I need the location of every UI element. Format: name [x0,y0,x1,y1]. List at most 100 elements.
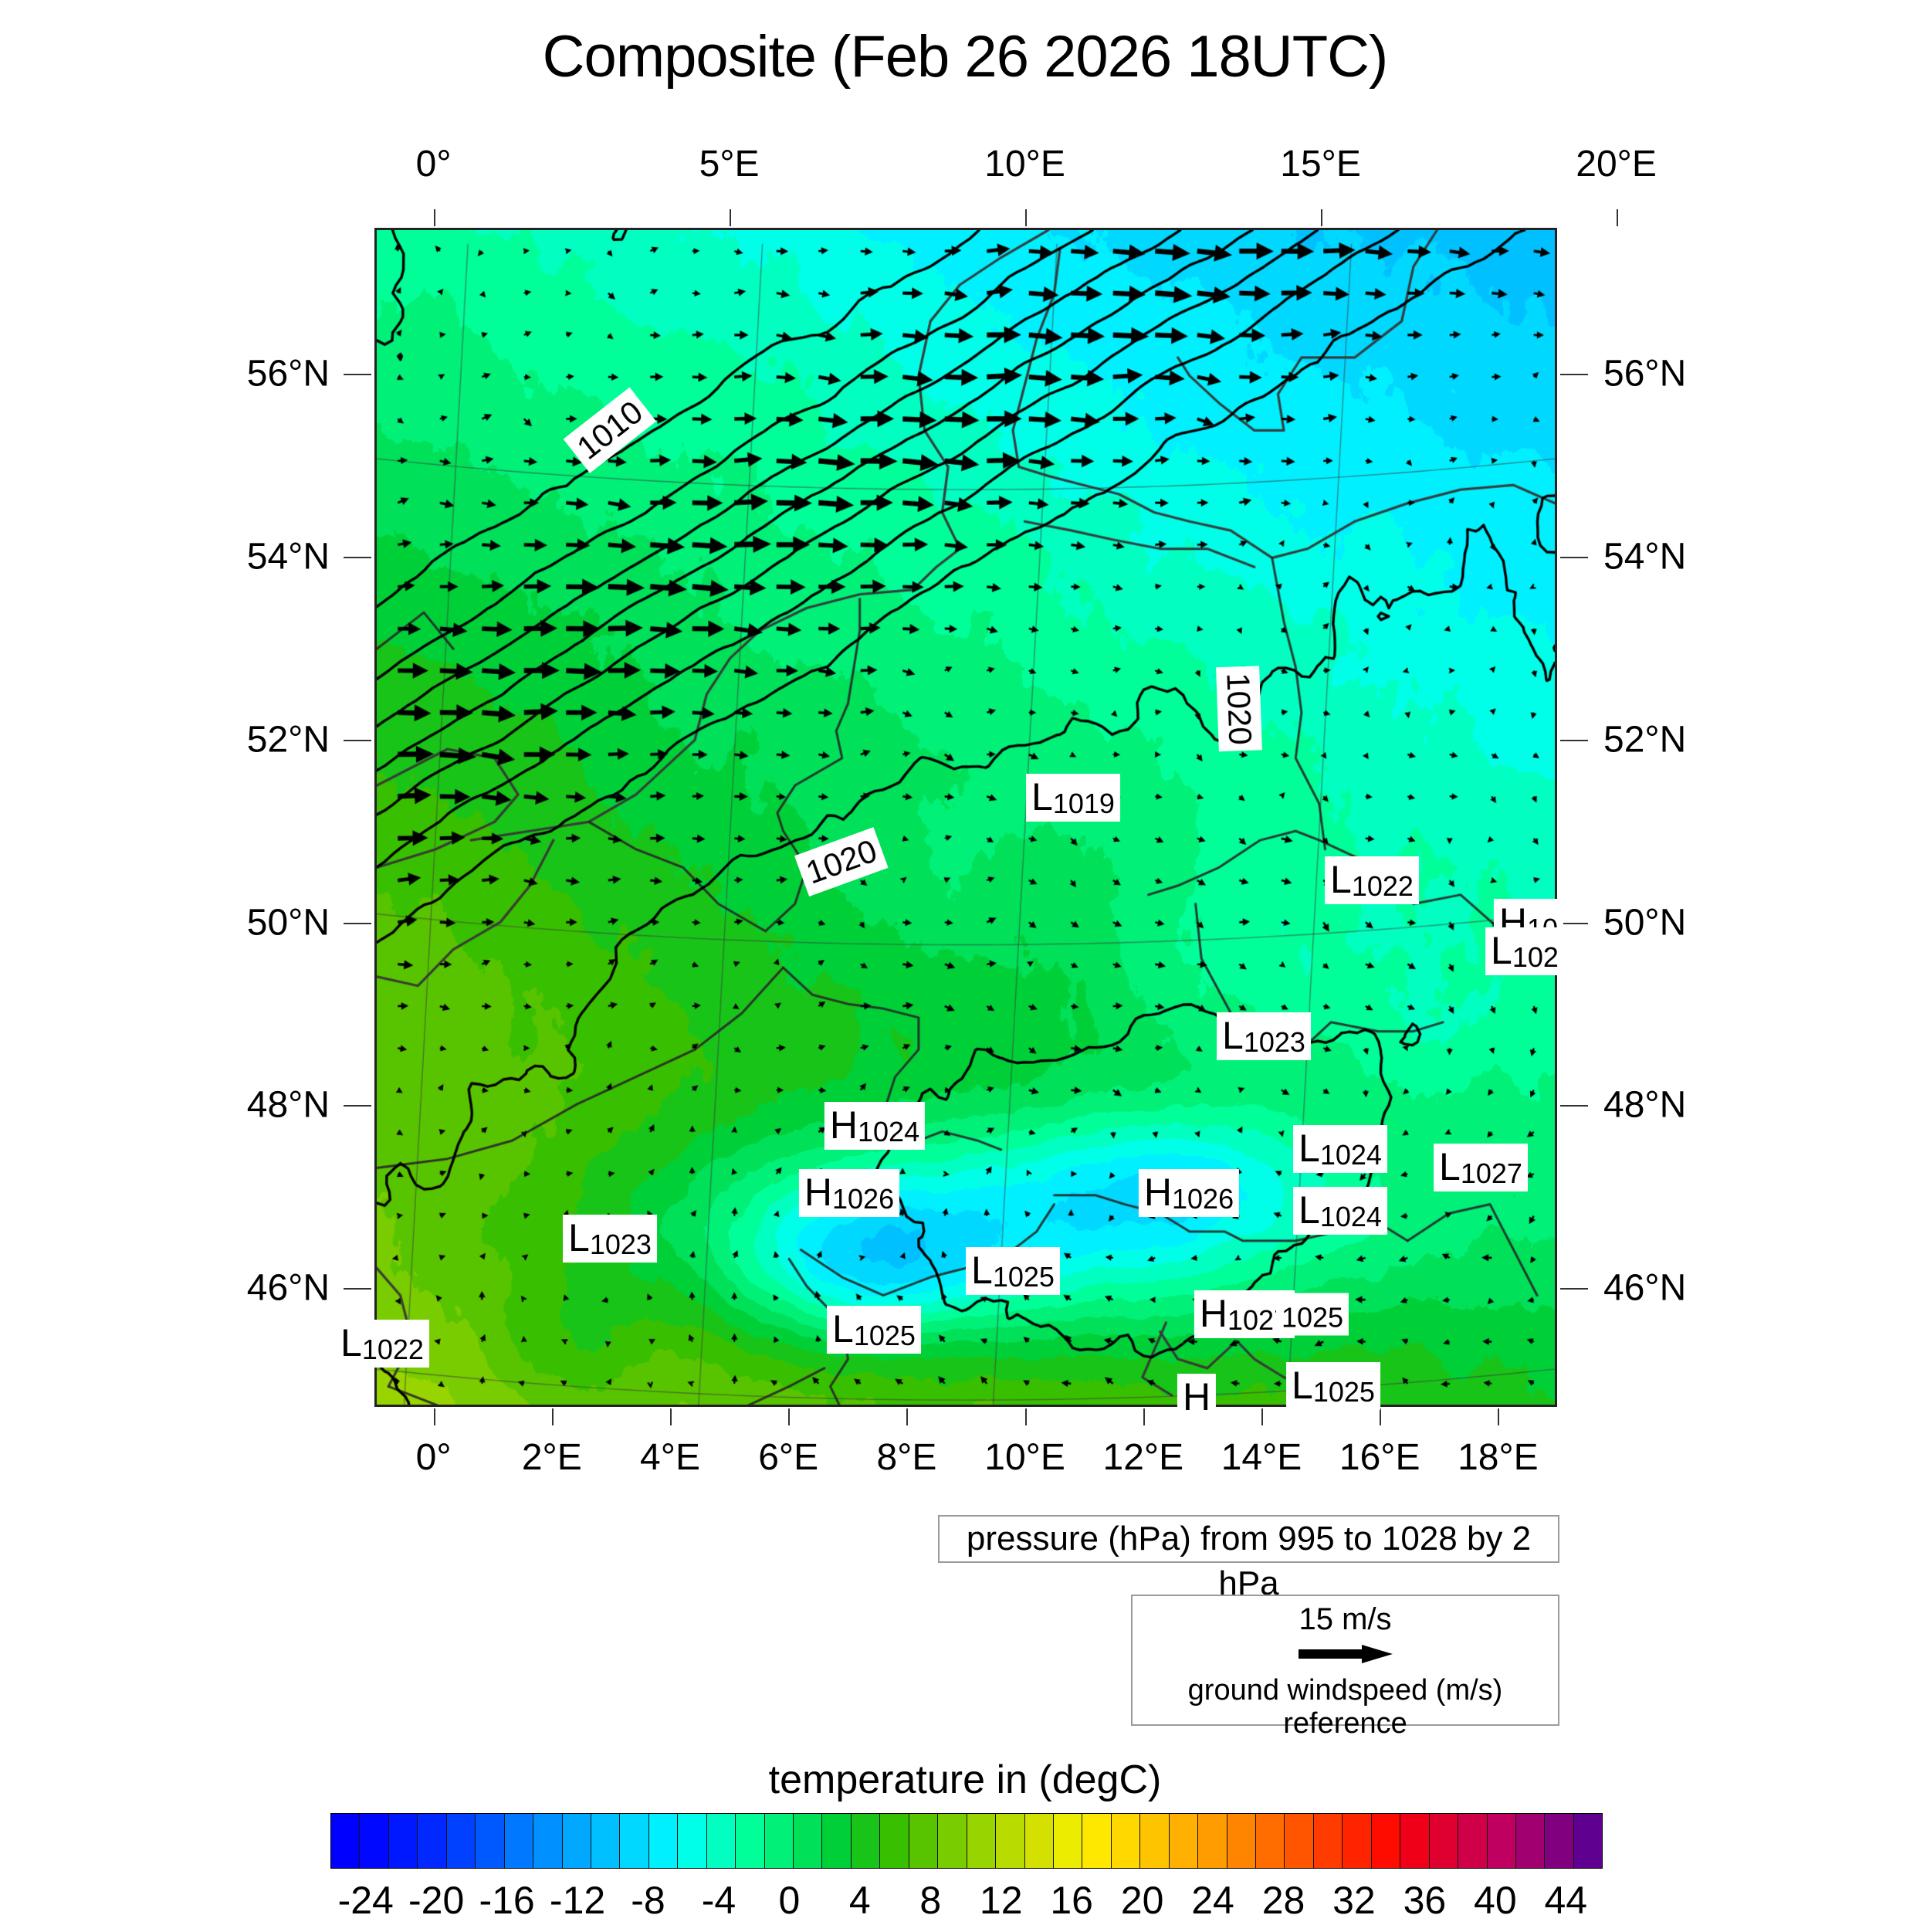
lat-tick-label-left: 56°N [246,353,330,395]
pressure-value-label: 1025 [1275,1293,1349,1336]
colorbar-swatch [648,1814,679,1868]
colorbar-swatch [967,1814,997,1868]
colorbar-tick-label: -20 [408,1879,465,1922]
lat-tick-label-left: 54°N [246,536,330,578]
wind-reference-legend: 15 m/s ground windspeed (m/s) reference [1131,1595,1559,1740]
colorbar-title: temperature in (degC) [768,1757,1162,1802]
colorbar-swatch [591,1814,621,1868]
colorbar-swatch [1198,1814,1227,1868]
lat-tick-label-right: 50°N [1603,902,1687,944]
colorbar-tick-label: 40 [1474,1879,1517,1922]
colorbar-tick-label: 36 [1403,1879,1447,1922]
colorbar-tick-label: -12 [549,1879,606,1922]
lon-tick-label-bottom: 0° [415,1437,452,1478]
colorbar-swatch [1515,1814,1546,1868]
colorbar-swatch [504,1814,534,1868]
lon-tick-label-top: 5°E [699,144,760,185]
colorbar-swatch [360,1814,389,1868]
colorbar-tick-label: 8 [919,1879,942,1922]
lat-tick-label-left: 48°N [246,1084,330,1126]
lon-tick-top [1024,209,1027,226]
lat-tick-label-right: 56°N [1603,353,1687,395]
colorbar-tick-label: 0 [778,1879,801,1922]
low-pressure-label: L1024 [1293,1125,1387,1173]
colorbar-swatch [794,1814,823,1868]
wind-reference-caption: ground windspeed (m/s) reference [1187,1674,1503,1740]
colorbar-swatch [1371,1814,1401,1868]
colorbar-tick-label: 12 [979,1879,1023,1922]
colorbar-swatch [418,1814,447,1868]
low-pressure-label: L1022 [1325,856,1419,904]
lat-tick-label-right: 52°N [1603,719,1687,761]
lon-tick-bottom [433,1408,435,1425]
lon-tick-label-top: 10°E [984,144,1065,185]
lon-tick-bottom [1143,1408,1145,1425]
colorbar-tick-label: -8 [631,1879,665,1922]
lat-tick-right [1560,557,1588,559]
lon-tick-label-bottom: 8°E [876,1437,937,1478]
lat-tick-left [344,1105,371,1107]
lat-tick-label-left: 52°N [246,719,330,761]
lon-tick-top [1320,209,1322,226]
lon-tick-label-top: 0° [415,144,452,185]
low-pressure-label: L1027 [1434,1144,1528,1191]
lat-tick-right [1560,374,1588,376]
colorbar-swatch [909,1814,939,1868]
colorbar-swatch [1487,1814,1516,1868]
low-pressure-label: L1025 [1286,1362,1380,1410]
temperature-colorbar[interactable] [330,1813,1603,1869]
colorbar-swatch [1024,1814,1054,1868]
colorbar-swatch [996,1814,1025,1868]
colorbar-swatch [388,1814,418,1868]
lon-tick-top [433,209,435,226]
low-pressure-label: L1022 [335,1320,429,1368]
colorbar-tick-label: 24 [1191,1879,1234,1922]
colorbar-swatch [1285,1814,1314,1868]
colorbar-swatch [476,1814,505,1868]
high-pressure-label: H [1177,1374,1217,1422]
colorbar-tick-label: -4 [701,1879,736,1922]
colorbar-tick-label: 4 [848,1879,871,1922]
lon-tick-label-bottom: 16°E [1339,1437,1420,1478]
colorbar-tick-label: 44 [1544,1879,1588,1922]
lon-tick-label-bottom: 4°E [640,1437,700,1478]
colorbar-swatch [880,1814,909,1868]
lon-tick-label-bottom: 18°E [1458,1437,1539,1478]
lon-tick-label-top: 15°E [1280,144,1361,185]
colorbar-swatch [1227,1814,1256,1868]
colorbar-swatch [1256,1814,1285,1868]
colorbar-swatch [764,1814,794,1868]
lat-tick-left [344,922,371,924]
lon-tick-bottom [1498,1408,1500,1425]
lon-tick-bottom [788,1408,791,1425]
high-pressure-label: H1026 [798,1169,900,1217]
weather-map[interactable] [374,228,1557,1407]
colorbar-swatch [331,1814,361,1868]
pressure-contour-caption: pressure (hPa) from 995 to 1028 by 2 hPa [938,1515,1559,1602]
colorbar-swatch [938,1814,967,1868]
lon-tick-bottom [551,1408,554,1425]
lat-tick-left [344,374,371,376]
colorbar-tick-label: 20 [1120,1879,1164,1922]
colorbar-tick-labels: -24 -20 -16 -12 -8 -4 0 4 8 12 16 20 24 28 32 36 40 44 [0,1878,1930,1932]
colorbar-swatch [822,1814,852,1868]
colorbar-swatch [562,1814,591,1868]
colorbar-swatch [736,1814,765,1868]
lon-tick-label-bottom: 2°E [521,1437,582,1478]
lon-tick-bottom [670,1408,672,1425]
wind-reference-value: 15 m/s [1299,1602,1392,1636]
colorbar-tick-label: 16 [1050,1879,1093,1922]
isobar-label: 1020 [1216,666,1262,752]
high-pressure-label: H1026 [1138,1169,1240,1217]
low-pressure-label: L1023 [1217,1012,1311,1060]
lon-tick-label-bottom: 14°E [1221,1437,1302,1478]
lon-tick-bottom [1261,1408,1263,1425]
colorbar-swatch [1545,1814,1574,1868]
page-title: Composite (Feb 26 2026 18UTC) [542,24,1389,90]
colorbar-swatch [1140,1814,1170,1868]
colorbar-swatch [1400,1814,1430,1868]
lat-tick-label-right: 48°N [1603,1084,1687,1126]
colorbar-tick-label: 28 [1261,1879,1305,1922]
right-arrow-icon [1298,1645,1393,1663]
colorbar-swatch [1082,1814,1112,1868]
